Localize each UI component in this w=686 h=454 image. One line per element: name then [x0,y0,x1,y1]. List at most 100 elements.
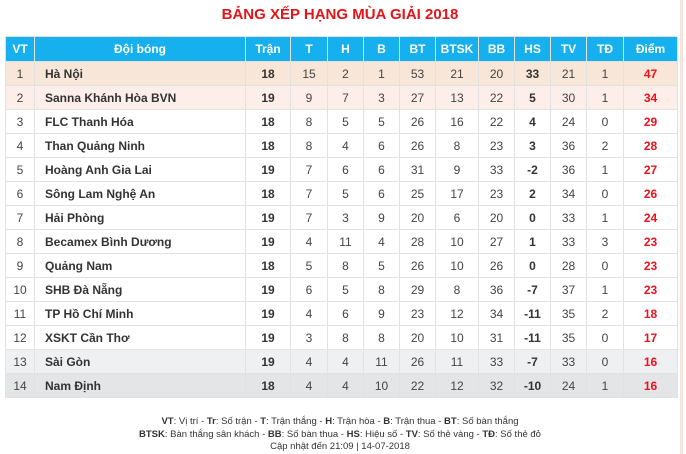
column-header: B [363,36,400,62]
table-row: 4 Than Quảng Ninh 18 8 4 6 26 8 23 3 36 2 28 [5,133,678,158]
goals-against-cell: 33 [478,349,515,374]
won-cell: 7 [290,181,328,206]
goals-for-cell: 53 [399,61,436,86]
legend-desc: : Bàn thắng sân khách [164,428,260,440]
yellow-cards-cell: 35 [550,325,587,350]
goal-difference-cell: 33 [514,61,551,86]
goal-difference-cell: 0 [514,205,551,230]
team-cell[interactable]: Than Quảng Ninh [34,133,246,158]
goal-difference-cell: -7 [514,277,551,302]
red-cards-cell: 1 [586,85,624,110]
drawn-cell: 5 [327,109,364,134]
drawn-cell: 2 [327,61,364,86]
points-cell: 28 [623,133,678,158]
table-row: 9 Quảng Nam 18 5 8 5 26 10 26 0 28 0 23 [5,253,678,278]
team-cell[interactable]: XSKT Cần Thơ [34,325,246,350]
goal-difference-cell: -2 [514,157,551,182]
yellow-cards-cell: 34 [550,181,587,206]
red-cards-cell: 1 [586,61,624,86]
away-goals-cell: 11 [435,349,479,374]
goal-difference-cell: 1 [514,229,551,254]
team-cell[interactable]: FLC Thanh Hóa [34,109,246,134]
points-cell: 18 [623,301,678,326]
goal-difference-cell: -7 [514,349,551,374]
legend-abbr: T [260,416,267,427]
drawn-cell: 6 [327,157,364,182]
column-header: BTSK [435,36,479,62]
away-goals-cell: 8 [435,277,479,302]
position-cell: 14 [5,373,35,398]
legend-desc: : Hiệu số [359,428,398,440]
red-cards-cell: 3 [586,229,624,254]
yellow-cards-cell: 24 [550,109,587,134]
lost-cell: 11 [363,349,400,374]
table-header: VT Đội bóng Trận T H B BT BTSK BB HS TV TĐ Điểm [5,36,678,62]
away-goals-cell: 21 [435,61,479,86]
team-cell[interactable]: Hà Nội [34,61,246,86]
goal-difference-cell: 5 [514,85,551,110]
legend-abbr: VT [161,416,174,427]
away-goals-cell: 12 [435,301,479,326]
red-cards-cell: 1 [586,157,624,182]
team-cell[interactable]: Quảng Nam [34,253,246,278]
team-cell[interactable]: Sông Lam Nghệ An [34,181,246,206]
column-header: BB [478,36,515,62]
legend-desc: : Số thẻ vàng [417,428,474,440]
points-cell: 16 [623,373,678,398]
yellow-cards-cell: 36 [550,157,587,182]
won-cell: 7 [290,205,328,230]
legend-abbr: BT [444,416,457,427]
away-goals-cell: 13 [435,85,479,110]
yellow-cards-cell: 30 [550,85,587,110]
points-cell: 26 [623,181,678,206]
red-cards-cell: 0 [586,109,624,134]
legend-line-2: BTSK: Bàn thắng sân khách - BB: Số bàn t… [139,428,541,440]
yellow-cards-cell: 35 [550,301,587,326]
played-cell: 19 [245,277,291,302]
position-cell: 2 [5,85,35,110]
won-cell: 8 [290,109,328,134]
table-row: 13 Sài Gòn 19 4 4 11 26 11 33 -7 33 0 16 [5,349,678,374]
away-goals-cell: 17 [435,181,479,206]
legend-desc: : Số bàn thắng [456,416,519,427]
column-header: VT [5,36,35,62]
goals-for-cell: 22 [399,373,436,398]
team-cell[interactable]: Sanna Khánh Hòa BVN [34,85,246,110]
goal-difference-cell: 0 [514,253,551,278]
position-cell: 13 [5,349,35,374]
goals-for-cell: 27 [399,85,436,110]
drawn-cell: 4 [327,349,364,374]
position-cell: 3 [5,109,35,134]
team-cell[interactable]: Becamex Bình Dương [34,229,246,254]
lost-cell: 3 [363,85,400,110]
team-cell[interactable]: SHB Đà Nẵng [34,277,246,302]
away-goals-cell: 10 [435,325,479,350]
team-cell[interactable]: TP Hồ Chí Minh [34,301,246,326]
column-header: Đội bóng [34,36,246,62]
drawn-cell: 4 [327,133,364,158]
goal-difference-cell: -11 [514,325,551,350]
lost-cell: 6 [363,181,400,206]
lost-cell: 5 [363,253,400,278]
goal-difference-cell: 2 [514,181,551,206]
team-cell[interactable]: Nam Định [34,373,246,398]
goals-for-cell: 25 [399,181,436,206]
team-cell[interactable]: Hải Phòng [34,205,246,230]
lost-cell: 9 [363,205,400,230]
red-cards-cell: 2 [586,301,624,326]
won-cell: 8 [290,133,328,158]
drawn-cell: 5 [327,181,364,206]
played-cell: 19 [245,349,291,374]
team-cell[interactable]: Hoàng Anh Gia Lai [34,157,246,182]
points-cell: 29 [623,109,678,134]
drawn-cell: 7 [327,85,364,110]
team-cell[interactable]: Sài Gòn [34,349,246,374]
goal-difference-cell: 4 [514,109,551,134]
legend-abbr: TĐ [482,428,496,440]
legend-desc: : Trận thắng [266,416,317,427]
red-cards-cell: 0 [586,349,624,374]
goals-against-cell: 31 [478,325,515,350]
column-header: HS [514,36,551,62]
table-row: 2 Sanna Khánh Hòa BVN 19 9 7 3 27 13 22 5 30 1 34 [5,85,678,110]
away-goals-cell: 16 [435,109,479,134]
